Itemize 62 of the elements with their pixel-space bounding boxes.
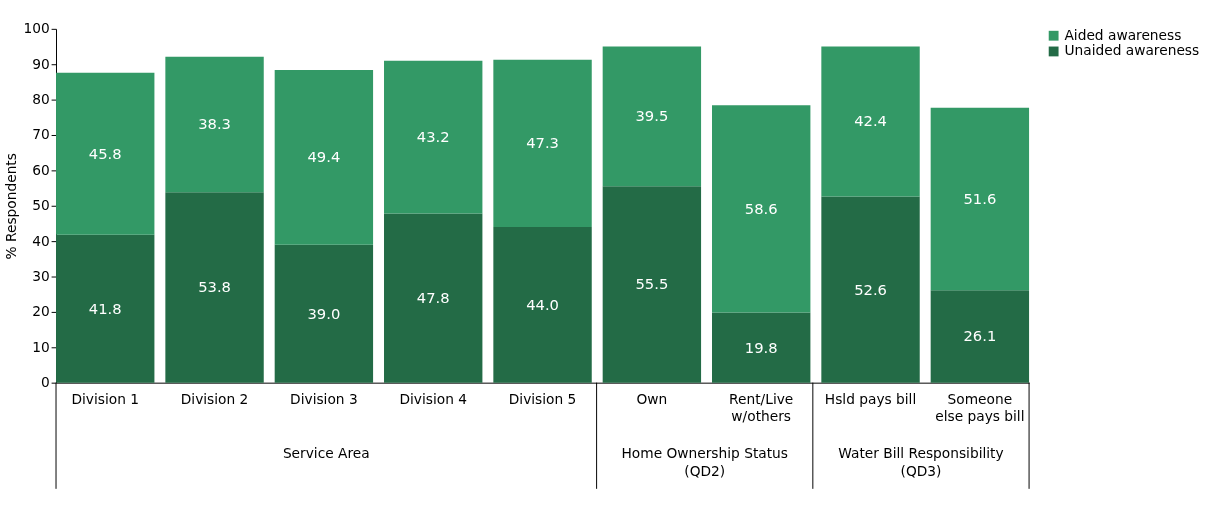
data-label: 39.5 — [635, 107, 669, 125]
bar — [493, 59, 592, 227]
text: Home Ownership Status (QD2) — [621, 445, 788, 480]
legend-label: Aided awareness — [1064, 26, 1182, 43]
x-tick-label: Own — [636, 390, 668, 407]
x-tick-label: Division 5 — [508, 390, 577, 407]
bar — [930, 107, 1030, 291]
data-label: 49.4 — [307, 148, 341, 166]
data-label: 26.1 — [963, 327, 997, 345]
data-label: 52.6 — [854, 280, 887, 298]
x-tick-label: Someone else pays bill — [935, 390, 1025, 425]
y-tick-label: 20 — [32, 303, 50, 320]
bar — [165, 56, 264, 193]
data-label: 42.4 — [854, 112, 887, 130]
text: Water Bill Responsibility (QD3) — [838, 445, 1004, 480]
x-tick-label: Hsld pays bill — [824, 390, 917, 407]
bar — [712, 312, 811, 383]
data-label: 47.3 — [526, 134, 559, 152]
bar — [384, 213, 483, 383]
y-tick-label: 100 — [23, 20, 50, 37]
y-tick-label: 70 — [32, 126, 50, 143]
x-tick-label: Rent/Live w/others — [729, 390, 794, 425]
y-axis-title: % Respondents — [3, 153, 20, 260]
text: Service Area — [282, 445, 370, 462]
data-label: 44.0 — [526, 295, 559, 313]
bar — [930, 290, 1030, 383]
bar — [274, 244, 374, 383]
bar — [165, 192, 264, 383]
data-label: 51.6 — [963, 189, 997, 207]
data-label: 41.8 — [88, 299, 122, 317]
data-label: 55.5 — [635, 275, 669, 293]
y-tick-label: 60 — [32, 161, 50, 178]
data-label: 19.8 — [744, 338, 778, 356]
data-label: 47.8 — [416, 289, 450, 307]
bar — [821, 196, 920, 383]
data-label: 43.2 — [416, 128, 450, 146]
data-label: 58.6 — [744, 199, 778, 217]
data-label: 39.0 — [307, 304, 341, 322]
bar — [384, 60, 483, 214]
y-tick-label: 80 — [32, 91, 50, 108]
x-tick-label: Division 3 — [290, 390, 358, 407]
bar — [712, 105, 811, 313]
bar — [602, 186, 702, 383]
bar — [602, 46, 702, 187]
bar — [274, 69, 374, 245]
y-tick-label: 40 — [32, 232, 50, 249]
data-label: 38.3 — [198, 115, 231, 133]
bar — [56, 72, 155, 235]
x-tick-label: Division 1 — [71, 390, 140, 407]
bar — [821, 46, 920, 197]
bar — [56, 234, 155, 383]
x-tick-label: Division 4 — [399, 390, 468, 407]
y-tick-label: 50 — [32, 197, 50, 214]
x-tick-label: Division 2 — [180, 390, 249, 407]
bar — [493, 226, 592, 383]
y-tick-label: 10 — [32, 338, 50, 355]
y-tick-label: 0 — [40, 374, 50, 391]
legend-label: Unaided awareness — [1064, 42, 1200, 59]
y-tick-label: 90 — [32, 55, 50, 72]
y-tick-label: 30 — [32, 267, 50, 284]
data-label: 53.8 — [198, 278, 231, 296]
data-label: 45.8 — [88, 144, 122, 162]
